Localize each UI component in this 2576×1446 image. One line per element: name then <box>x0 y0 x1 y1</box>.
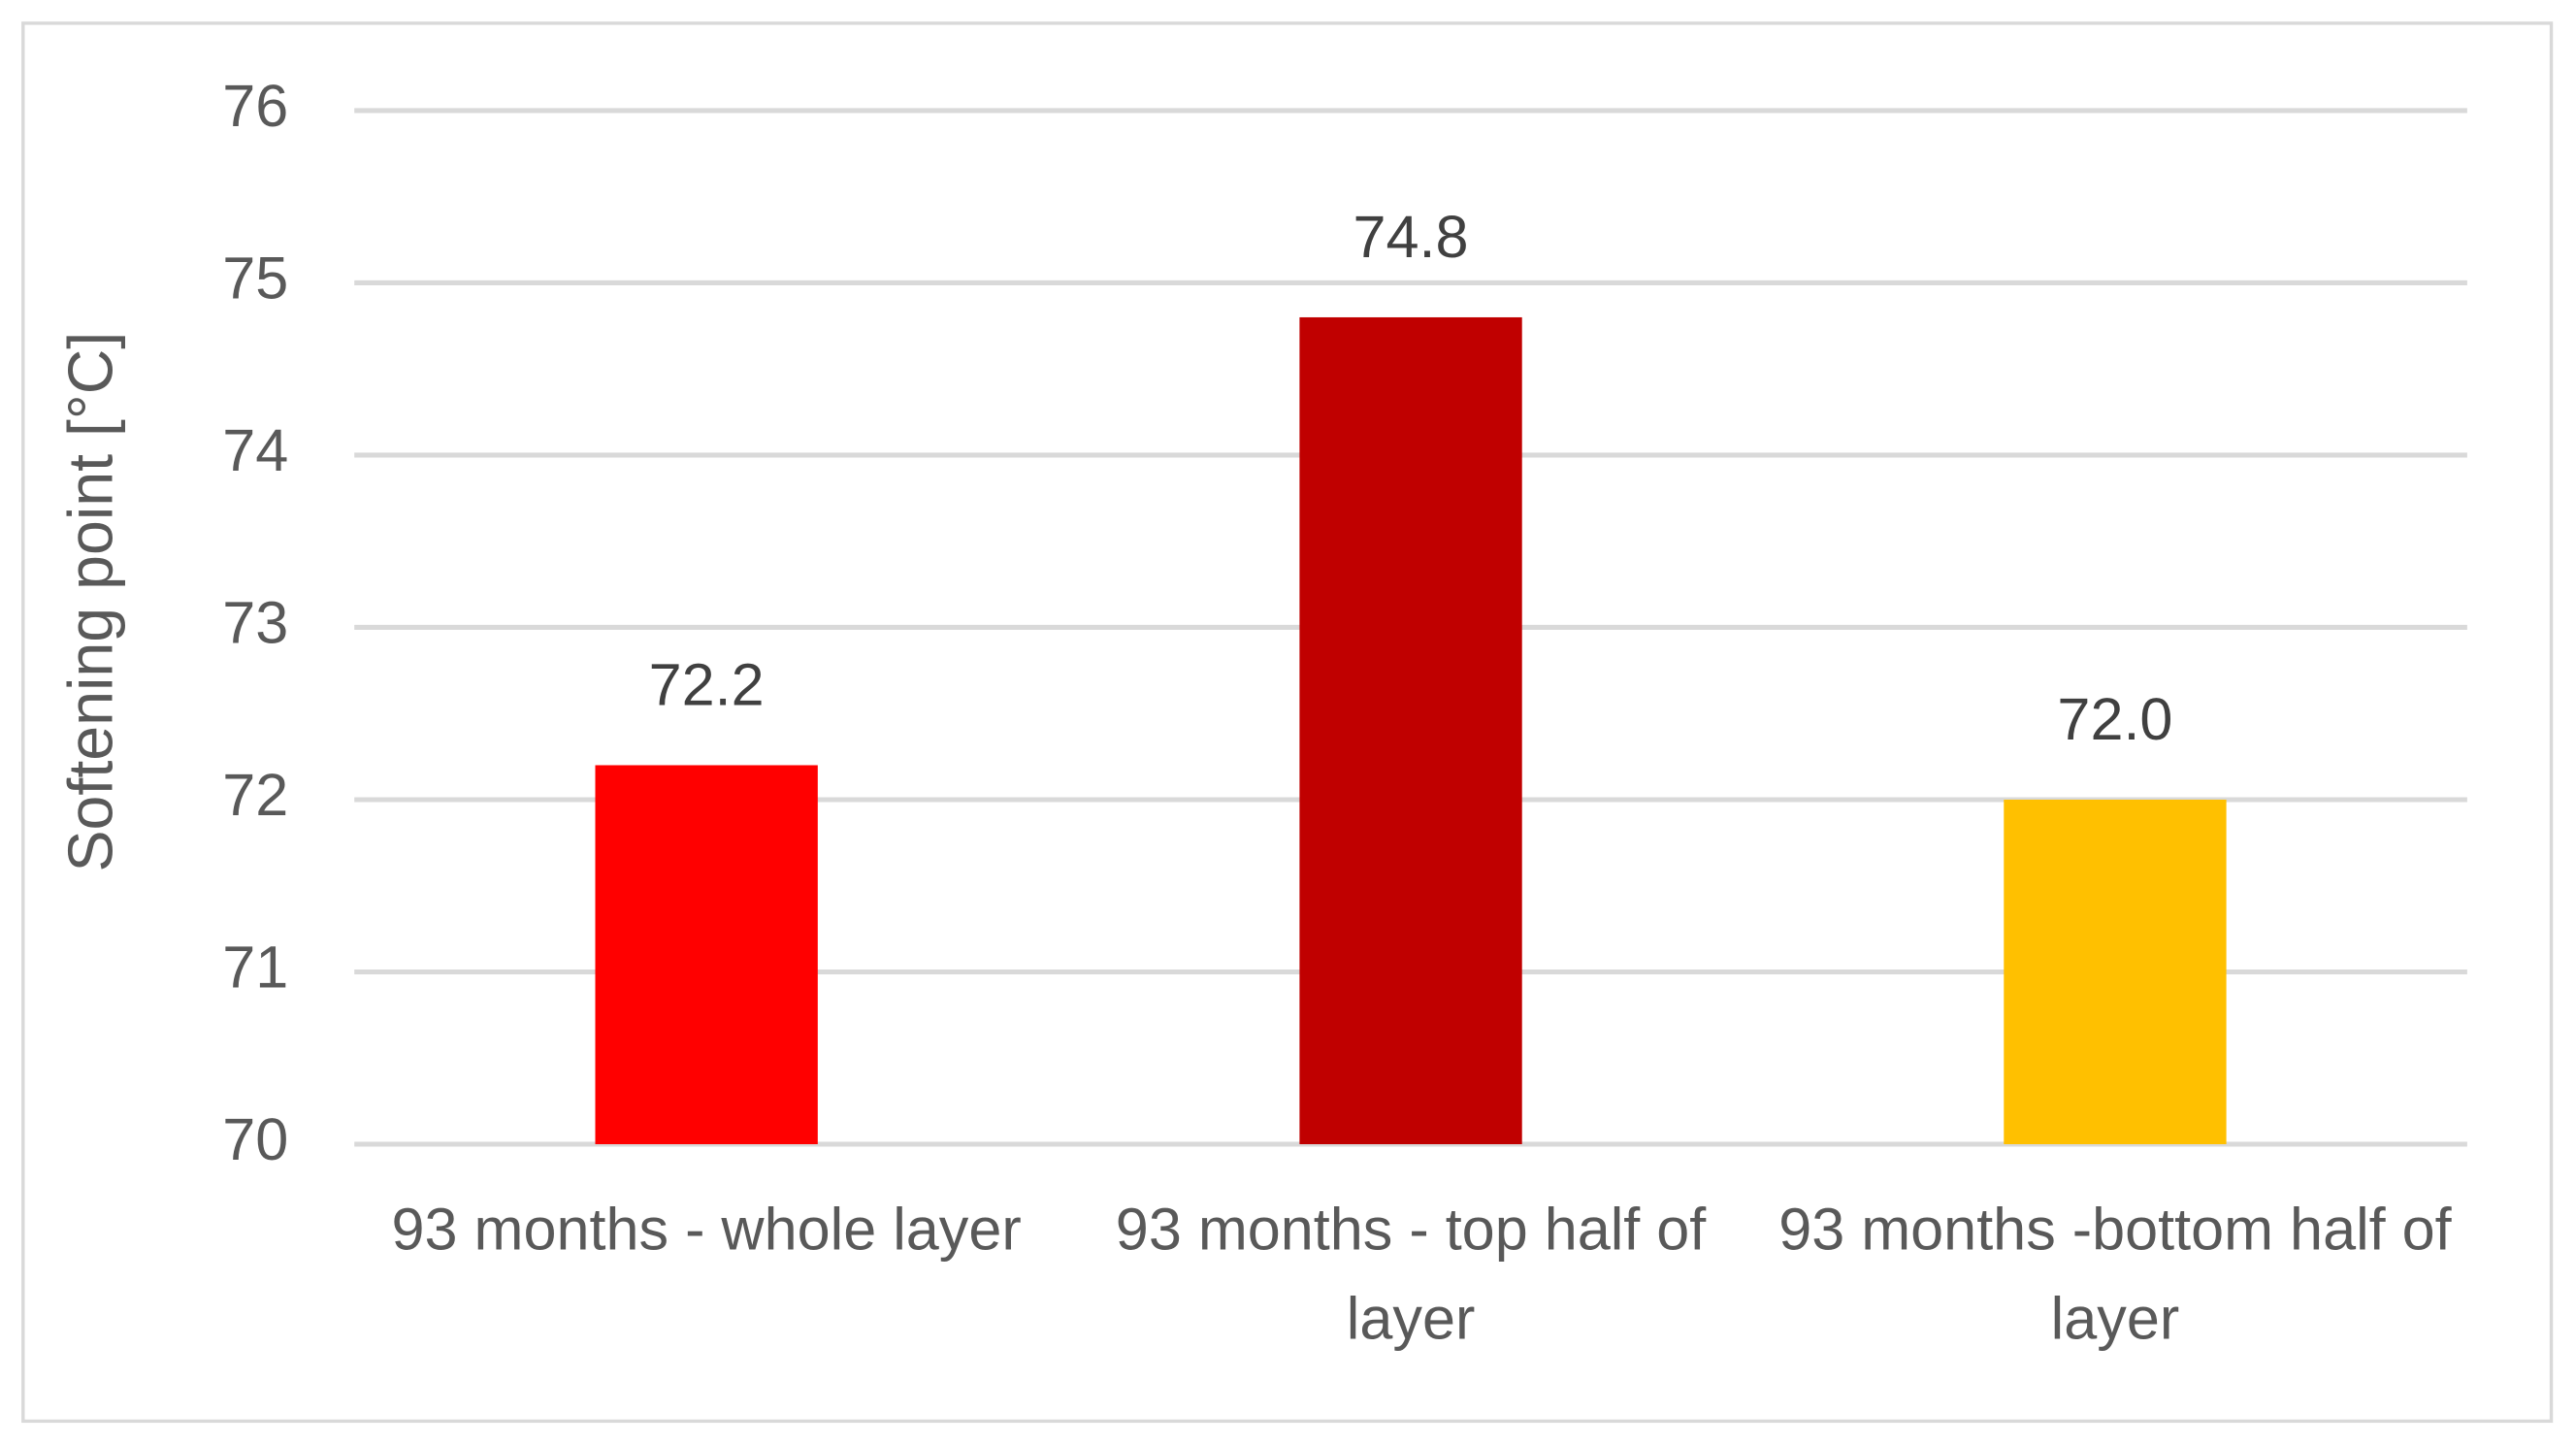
data-label: 72.2 <box>649 652 765 718</box>
bar <box>595 765 818 1145</box>
y-tick-label: 75 <box>222 246 288 312</box>
y-tick-label: 72 <box>222 762 288 828</box>
x-tick-label: 93 months - top half of layer <box>1115 1195 1707 1353</box>
data-label: 74.8 <box>1353 204 1469 270</box>
y-tick-label: 74 <box>222 417 288 483</box>
x-tick-label-box: 93 months - whole layer <box>391 1195 1022 1264</box>
x-tick-label-box: 93 months -bottom half of layer <box>1778 1195 2452 1353</box>
x-tick-label: 93 months - whole layer <box>391 1195 1022 1264</box>
bar <box>1299 316 1522 1145</box>
y-tick-label: 70 <box>222 1106 288 1172</box>
y-tick-label: 73 <box>222 590 288 656</box>
data-label: 72.0 <box>2057 686 2172 752</box>
y-tick-label: 71 <box>222 935 288 1001</box>
x-tick-label: 93 months -bottom half of layer <box>1778 1195 2452 1353</box>
y-tick-label: 76 <box>222 73 288 139</box>
y-axis-label: Softening point [°C] <box>56 332 126 872</box>
chart-frame <box>21 21 2554 1424</box>
x-tick-label-box: 93 months - top half of layer <box>1115 1195 1707 1353</box>
bar <box>2004 799 2227 1145</box>
